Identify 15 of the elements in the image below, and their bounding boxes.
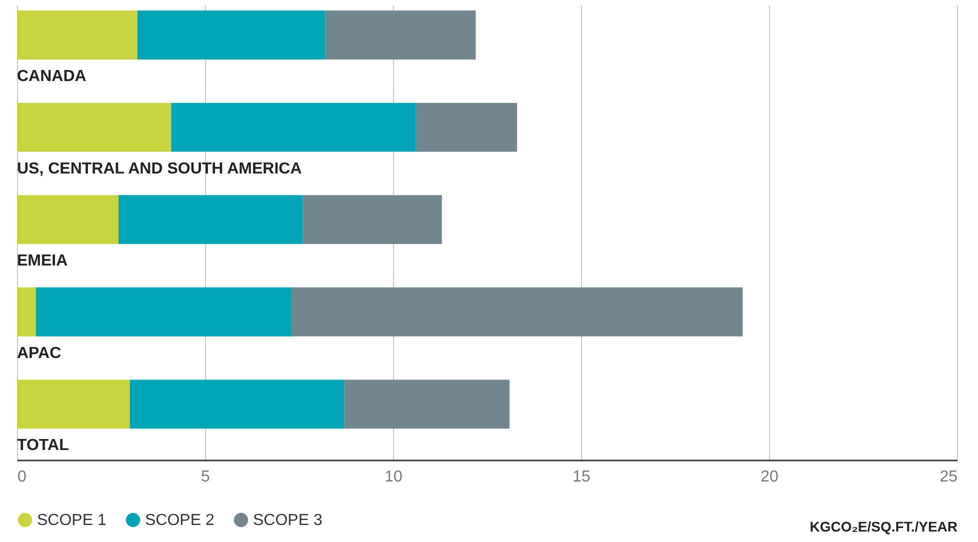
x-tick-label: 10 (384, 468, 402, 486)
x-tick-label: 15 (572, 468, 590, 486)
x-tick-label: 25 (940, 468, 958, 486)
y-tick-label: TOTAL (17, 437, 70, 454)
legend-label: SCOPE 3 (253, 512, 322, 529)
y-tick-label: EMEIA (17, 252, 68, 270)
y-tick-label: CANADA (17, 68, 87, 85)
x-axis-title: KGCO₂E/SQ.FT./YEAR (810, 518, 958, 534)
x-tick-label: 20 (760, 468, 778, 486)
x-tick-label: 5 (201, 468, 210, 486)
x-tick-label: 0 (18, 468, 26, 486)
y-tick-label: US, CENTRAL AND SOUTH AMERICA (17, 160, 302, 178)
legend-label: SCOPE 2 (145, 512, 214, 529)
y-tick-label: APAC (17, 344, 62, 362)
legend-label: SCOPE 1 (37, 512, 106, 529)
